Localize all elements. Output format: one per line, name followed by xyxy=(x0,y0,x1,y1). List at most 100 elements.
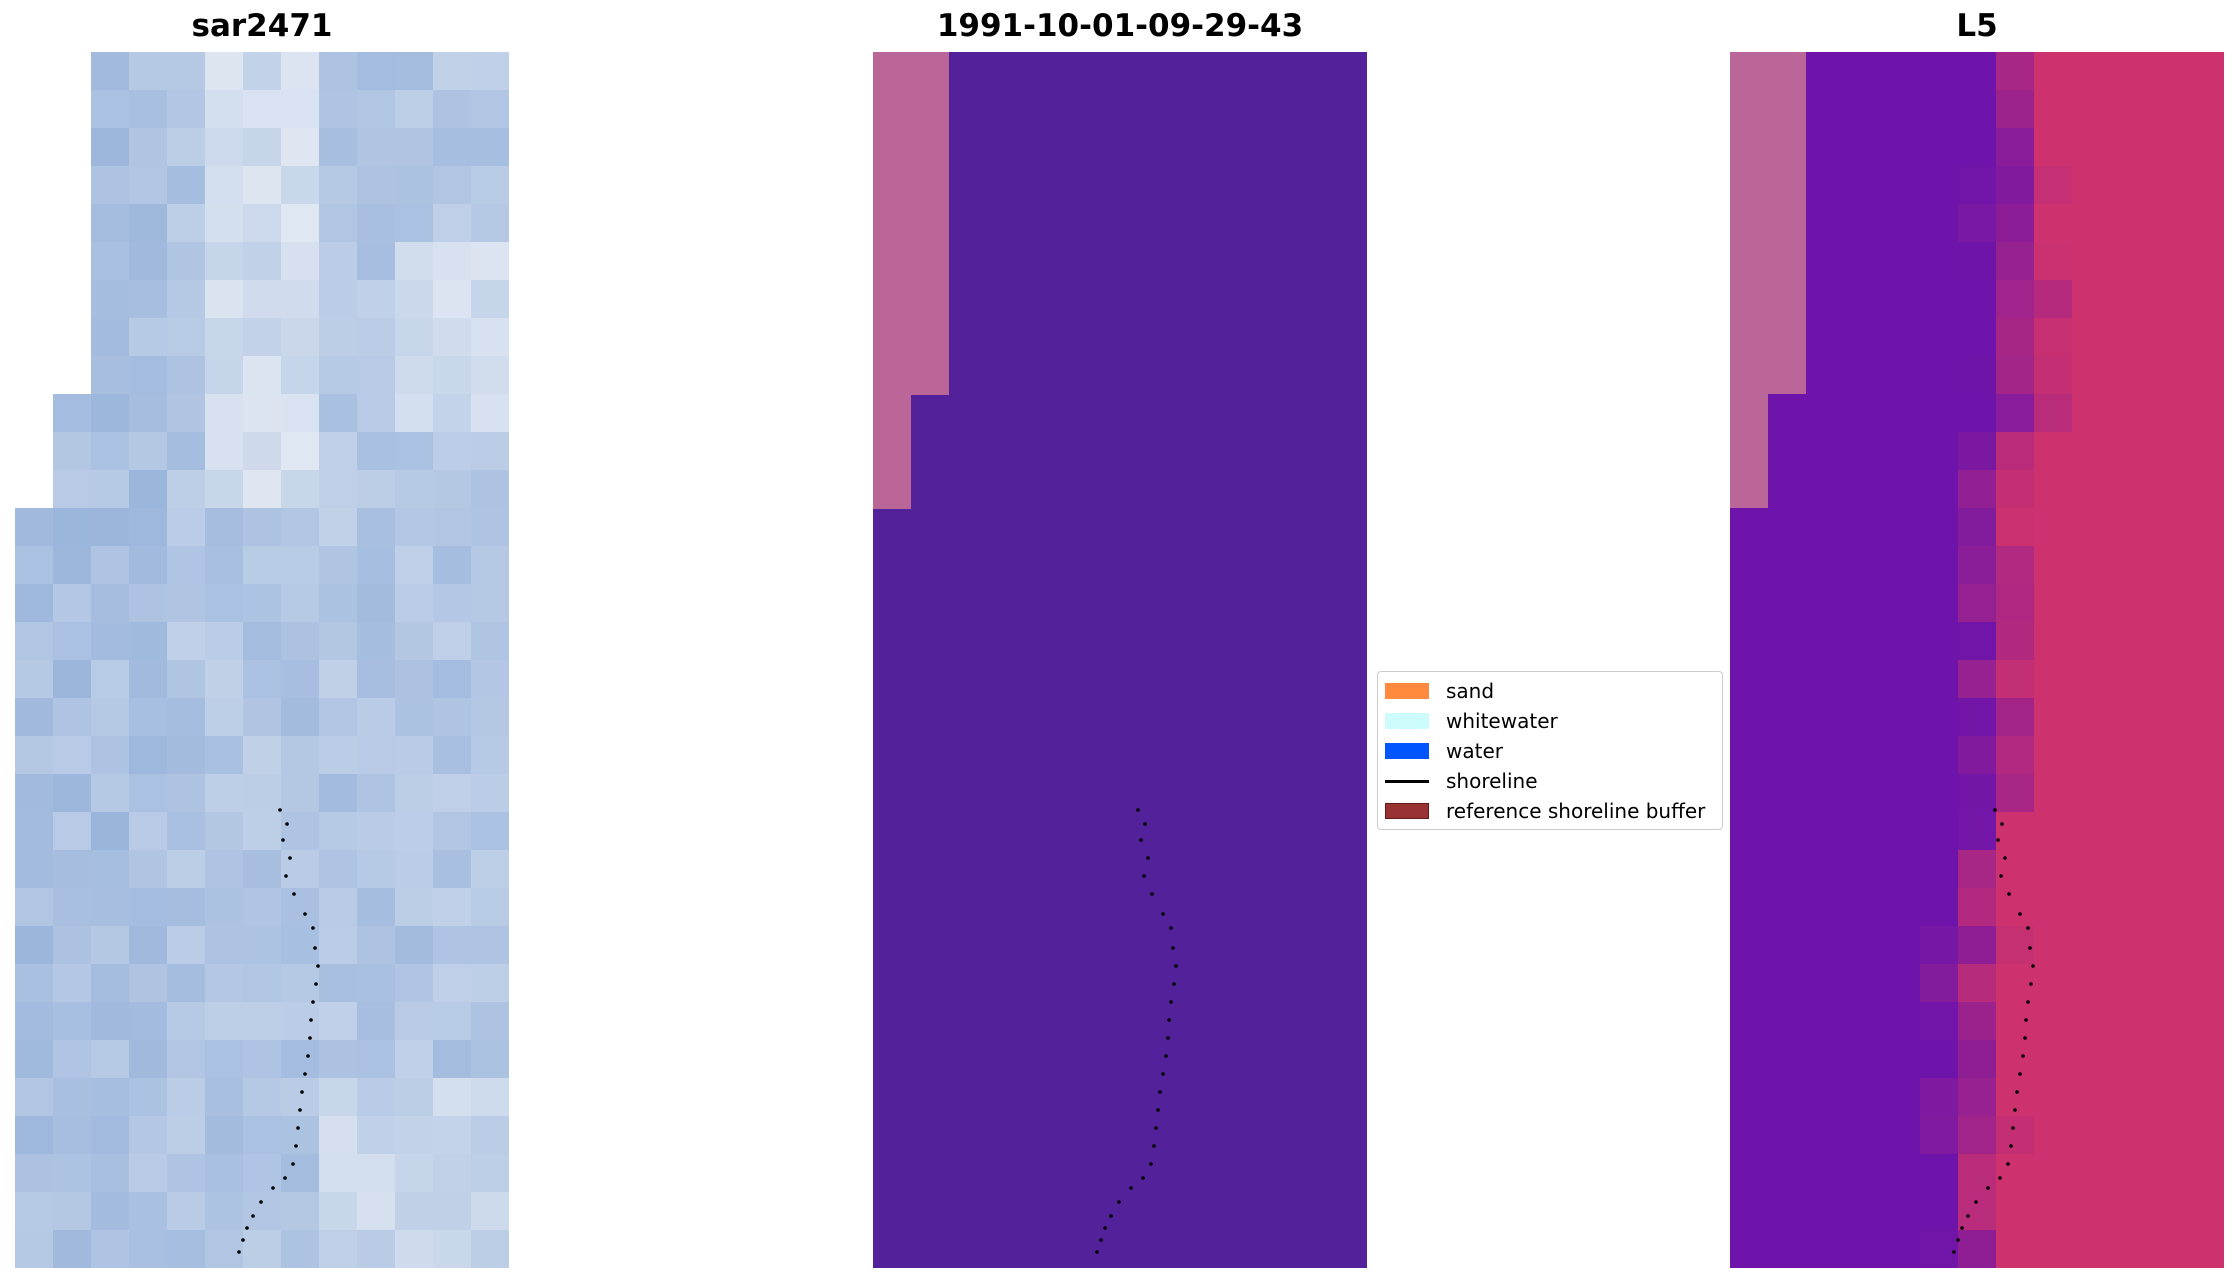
raster-pixel xyxy=(319,812,358,851)
raster-pixel xyxy=(1882,1192,1921,1231)
raster-pixel xyxy=(395,546,434,585)
raster-pixel xyxy=(243,812,282,851)
raster-pixel xyxy=(1920,964,1959,1003)
raster-pixel xyxy=(1730,660,1769,699)
raster-pixel xyxy=(2148,1078,2187,1117)
raster-pixel xyxy=(1768,926,1807,965)
raster-pixel xyxy=(1768,1002,1807,1041)
raster-pixel xyxy=(205,432,244,471)
raster-pixel xyxy=(2072,926,2111,965)
raster-pixel xyxy=(1996,242,2035,281)
raster-pixel xyxy=(53,698,92,737)
raster-pixel xyxy=(1996,774,2035,813)
raster-pixel xyxy=(319,546,358,585)
raster-pixel xyxy=(2072,90,2111,129)
raster-pixel xyxy=(1768,1154,1807,1193)
raster-pixel xyxy=(1730,1230,1769,1268)
raster-pixel xyxy=(281,774,320,813)
raster-pixel xyxy=(281,280,320,319)
raster-pixel xyxy=(1920,90,1959,129)
raster-pixel xyxy=(129,1078,168,1117)
raster-pixel xyxy=(15,926,54,965)
raster-pixel xyxy=(471,736,509,775)
raster-pixel xyxy=(2110,394,2149,433)
raster-pixel xyxy=(243,1002,282,1041)
raster-pixel xyxy=(1882,1116,1921,1155)
raster-pixel xyxy=(1844,736,1883,775)
raster-pixel xyxy=(471,1154,509,1193)
raster-pixel xyxy=(433,1192,472,1231)
raster-pixel xyxy=(1958,1040,1997,1079)
legend-item-sand: sand xyxy=(1378,675,1722,705)
raster-pixel xyxy=(471,812,509,851)
raster-pixel xyxy=(433,394,472,433)
raster-pixel xyxy=(53,850,92,889)
raster-pixel xyxy=(471,508,509,547)
raster-pixel xyxy=(2186,1002,2224,1041)
raster-pixel xyxy=(2186,584,2224,623)
raster-pixel xyxy=(1768,52,1807,91)
raster-pixel xyxy=(2148,470,2187,509)
raster-pixel xyxy=(319,888,358,927)
raster-pixel xyxy=(167,926,206,965)
raster-pixel xyxy=(471,622,509,661)
raster-pixel xyxy=(2148,128,2187,167)
raster-pixel xyxy=(1768,394,1807,433)
raster-pixel xyxy=(91,660,130,699)
raster-pixel xyxy=(1806,508,1845,547)
raster-pixel xyxy=(243,356,282,395)
raster-pixel xyxy=(1996,128,2035,167)
raster-pixel xyxy=(1768,280,1807,319)
raster-pixel xyxy=(1730,698,1769,737)
raster-pixel xyxy=(1730,774,1769,813)
raster-pixel xyxy=(1958,774,1997,813)
raster-pixel xyxy=(243,1116,282,1155)
raster-pixel xyxy=(1920,774,1959,813)
raster-pixel xyxy=(1768,736,1807,775)
raster-pixel xyxy=(2148,1192,2187,1231)
raster-pixel xyxy=(433,622,472,661)
raster-pixel xyxy=(129,888,168,927)
raster-pixel xyxy=(319,622,358,661)
raster-pixel xyxy=(1768,1040,1807,1079)
shoreline-point xyxy=(316,964,320,968)
shoreline-point xyxy=(1103,1226,1107,1230)
shoreline-point xyxy=(2023,1036,2027,1040)
raster-pixel xyxy=(2072,356,2111,395)
shoreline-point xyxy=(271,1186,275,1190)
raster-pixel xyxy=(91,1116,130,1155)
raster-pixel xyxy=(395,964,434,1003)
raster-pixel xyxy=(471,1078,509,1117)
raster-pixel xyxy=(2034,1002,2073,1041)
raster-pixel xyxy=(243,660,282,699)
raster-pixel xyxy=(205,508,244,547)
raster-pixel xyxy=(1958,1078,1997,1117)
shoreline-point xyxy=(2026,926,2030,930)
raster-pixel xyxy=(205,964,244,1003)
raster-pixel xyxy=(53,888,92,927)
raster-pixel xyxy=(167,546,206,585)
raster-pixel xyxy=(53,812,92,851)
raster-pixel xyxy=(1806,850,1845,889)
raster-pixel xyxy=(1844,812,1883,851)
raster-pixel xyxy=(281,204,320,243)
raster-pixel xyxy=(205,888,244,927)
legend-label: whitewater xyxy=(1446,709,1558,733)
raster-pixel xyxy=(395,888,434,927)
raster-pixel xyxy=(2034,508,2073,547)
raster-pixel xyxy=(1996,964,2035,1003)
raster-pixel xyxy=(205,166,244,205)
raster-pixel xyxy=(357,660,396,699)
raster-pixel xyxy=(1806,622,1845,661)
shoreline-point xyxy=(278,808,282,812)
raster-pixel xyxy=(2034,318,2073,357)
raster-pixel xyxy=(433,356,472,395)
raster-pixel xyxy=(395,356,434,395)
raster-pixel xyxy=(2186,52,2224,91)
raster-pixel xyxy=(2110,280,2149,319)
raster-pixel xyxy=(1996,394,2035,433)
raster-pixel xyxy=(395,1116,434,1155)
raster-pixel xyxy=(2110,546,2149,585)
raster-pixel xyxy=(2110,1078,2149,1117)
shoreline-point xyxy=(1164,1054,1168,1058)
